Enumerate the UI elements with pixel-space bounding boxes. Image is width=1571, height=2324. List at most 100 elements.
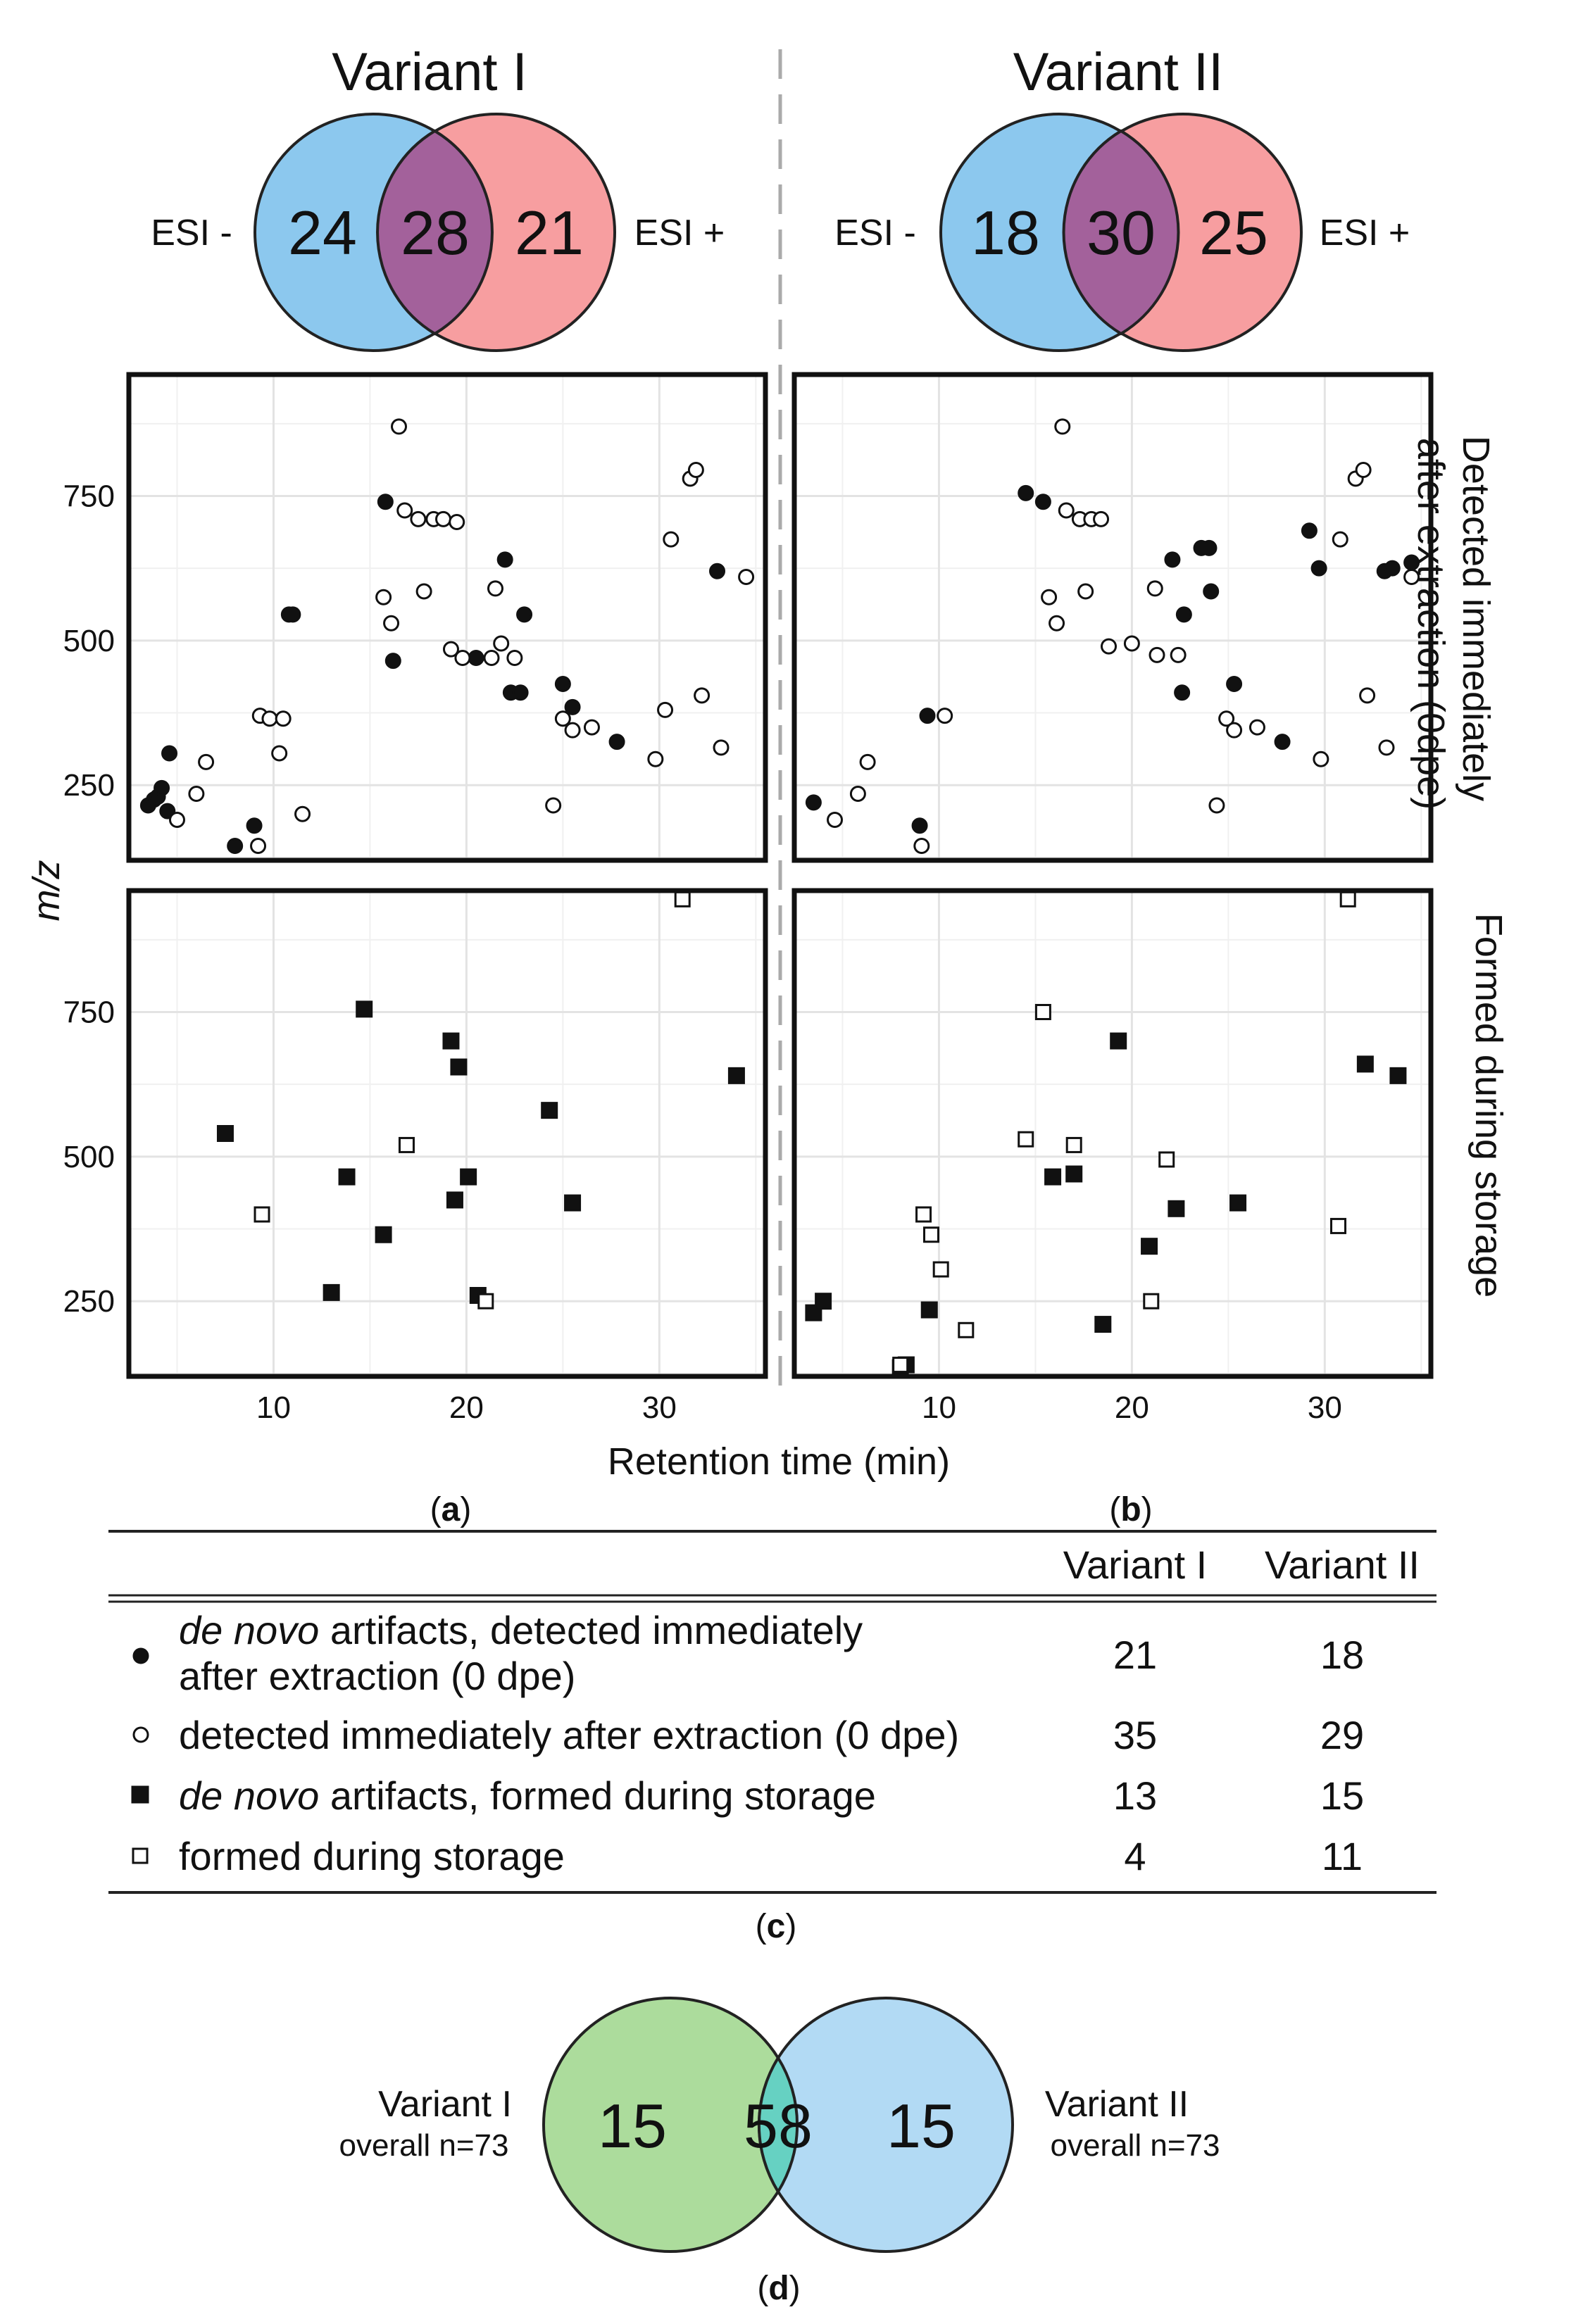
- table-row-2-v1: 35: [1113, 1713, 1157, 1757]
- strip-label-row-1: Detected immediately after extraction (0…: [1410, 436, 1497, 812]
- panel-letter-a: a: [442, 1491, 461, 1528]
- strip-label-row-2: Formed during storage: [1467, 913, 1510, 1298]
- venn-overlap: [757, 2055, 799, 2194]
- venn-overlap: [1062, 129, 1180, 336]
- summary-table: Variant I Variant II de novo artifacts, …: [108, 1530, 1437, 1945]
- venn-right-label: ESI +: [634, 213, 725, 253]
- point-filled-square: [564, 1194, 582, 1212]
- venn-title: Variant I: [332, 42, 527, 102]
- venn-variant-1: Variant I 24 28 21 ESI - ESI +: [151, 42, 725, 352]
- x-tick-label: 30: [642, 1390, 677, 1425]
- point-open-circle: [415, 583, 432, 600]
- point-open-circle: [261, 710, 278, 727]
- point-filled-circle: [564, 698, 581, 715]
- point-open-circle: [713, 739, 730, 756]
- point-filled-circle: [709, 563, 726, 579]
- venn-right-count: 15: [887, 2091, 956, 2161]
- table-header-variant-2: Variant II: [1265, 1543, 1420, 1587]
- point-open-square: [915, 1206, 932, 1223]
- table-row-1-text: de novo artifacts, detected immediately: [179, 1608, 863, 1652]
- y-tick-label: 500: [63, 624, 115, 658]
- scatter-panel-a-bottom: [126, 888, 768, 1379]
- panel-frame: [126, 888, 768, 1379]
- point-open-circle: [396, 502, 413, 519]
- y-tick-label: 250: [63, 768, 115, 803]
- panel-letter-b: b: [1120, 1491, 1141, 1528]
- venn-right-count: 21: [515, 198, 584, 268]
- point-open-square: [1065, 1136, 1082, 1153]
- point-open-circle: [454, 650, 471, 666]
- panel-label-a: (a): [430, 1491, 472, 1528]
- point-filled-square: [541, 1102, 558, 1119]
- venn-right-sub: overall n=73: [1051, 2128, 1220, 2163]
- table-marker-open-circle: [132, 1726, 149, 1743]
- panel-frame: [126, 372, 768, 863]
- point-open-square: [1330, 1217, 1347, 1234]
- point-open-circle: [1041, 589, 1058, 605]
- table-row-4-v2: 11: [1322, 1834, 1363, 1878]
- point-open-circle: [391, 418, 408, 435]
- y-tick-label: 750: [63, 479, 115, 514]
- point-open-circle: [188, 786, 205, 803]
- point-open-square: [1143, 1293, 1160, 1309]
- strip-row-1-line-2: after extraction (0dpe): [1410, 438, 1452, 810]
- point-filled-circle: [911, 817, 928, 834]
- x-tick-label: 20: [449, 1390, 484, 1425]
- point-open-square: [958, 1321, 975, 1338]
- point-filled-circle: [805, 794, 822, 811]
- venn-overlap-count: 58: [744, 2091, 813, 2161]
- x-axis-title: Retention time (min): [608, 1440, 950, 1483]
- panel-label-c: (c): [756, 1908, 797, 1945]
- point-open-square: [1339, 891, 1356, 907]
- venn-overall: 15 58 15 Variant I overall n=73 Variant …: [339, 1997, 1220, 2307]
- point-filled-circle: [496, 551, 513, 568]
- point-filled-circle: [1164, 551, 1181, 568]
- venn-left-label: ESI -: [834, 213, 916, 253]
- point-open-circle: [564, 722, 581, 739]
- point-open-circle: [937, 708, 953, 724]
- x-tick-label: 20: [1115, 1390, 1149, 1425]
- point-open-circle: [1049, 615, 1065, 632]
- table-row-3-italic: de novo: [179, 1773, 319, 1818]
- point-filled-square: [1065, 1165, 1083, 1183]
- venn-left-count: 24: [288, 198, 357, 268]
- panel-background: [794, 375, 1431, 860]
- venn-left-name: Variant I: [378, 2084, 512, 2125]
- table-row-1-line-1: artifacts, detected immediately: [319, 1608, 863, 1652]
- panel-background: [129, 375, 765, 860]
- point-filled-circle: [1175, 606, 1192, 623]
- point-open-circle: [687, 462, 704, 479]
- point-open-circle: [1359, 687, 1376, 704]
- point-open-circle: [1058, 502, 1075, 519]
- point-filled-square: [1168, 1200, 1185, 1217]
- point-filled-square: [1094, 1316, 1112, 1333]
- point-open-circle: [1054, 418, 1071, 435]
- table-row-1-v2: 18: [1320, 1633, 1364, 1677]
- point-filled-circle: [512, 684, 529, 701]
- point-filled-circle: [377, 494, 394, 510]
- point-open-square: [1158, 1151, 1175, 1168]
- venn-variant-2: Variant II 18 30 25 ESI - ESI +: [834, 42, 1410, 352]
- point-open-circle: [410, 510, 427, 527]
- point-open-circle: [663, 531, 680, 548]
- point-open-square: [932, 1261, 949, 1278]
- table-header-variant-1: Variant I: [1063, 1543, 1207, 1587]
- y-tick-label: 250: [63, 1284, 115, 1319]
- panel-frame: [791, 888, 1434, 1379]
- point-open-circle: [487, 580, 503, 597]
- point-open-circle: [1332, 531, 1348, 548]
- point-open-square: [1034, 1004, 1051, 1020]
- point-filled-circle: [919, 708, 936, 724]
- panel-frame: [791, 372, 1434, 863]
- point-open-circle: [168, 812, 185, 828]
- point-filled-circle: [154, 779, 170, 796]
- point-filled-circle: [554, 675, 571, 692]
- point-filled-circle: [1226, 675, 1243, 692]
- x-tick-label: 10: [256, 1390, 291, 1425]
- table-row-3-v2: 15: [1320, 1773, 1364, 1818]
- venn-left-count: 15: [598, 2091, 667, 2161]
- table-marker-filled-circle: [132, 1647, 149, 1664]
- panel-label-d: (d): [757, 2270, 800, 2307]
- point-filled-square: [1356, 1055, 1374, 1073]
